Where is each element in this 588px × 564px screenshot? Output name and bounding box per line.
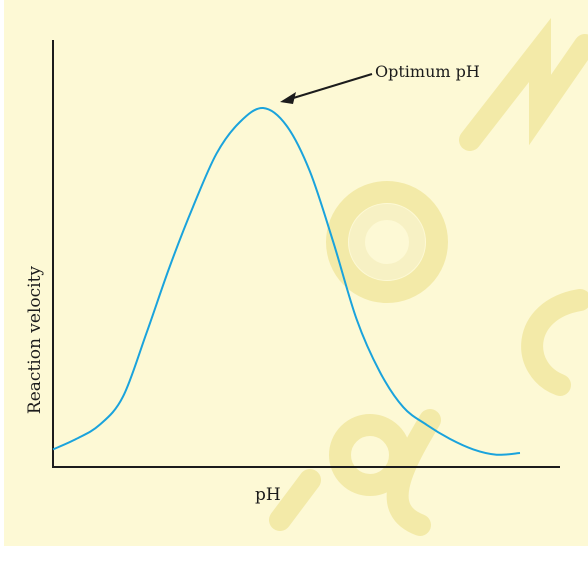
reaction-velocity-curve [52, 106, 521, 456]
x-axis-label: pH [255, 485, 281, 505]
annotation-arrowhead [280, 92, 296, 104]
optimum-ph-annotation: Optimum pH [375, 62, 480, 81]
annotation-arrow-line [289, 73, 373, 100]
